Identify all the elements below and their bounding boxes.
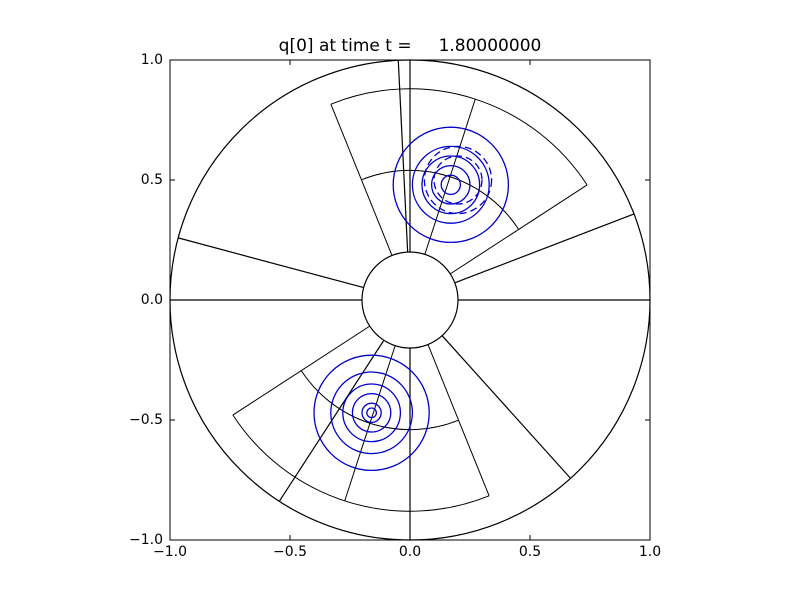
- sector-arc: [300, 370, 459, 431]
- sector-outer-arc: [330, 88, 588, 186]
- mesh-spoke: [397, 60, 409, 253]
- contour-line: [342, 383, 402, 443]
- y-tick-label: −1.0: [129, 532, 163, 548]
- y-tick-label: 1.0: [141, 52, 163, 68]
- mesh-spoke: [441, 335, 572, 479]
- chart-title: q[0] at time t = 1.80000000: [279, 36, 542, 56]
- contour-line: [313, 354, 430, 472]
- contour-line: [440, 174, 462, 196]
- x-tick-label: −0.5: [273, 544, 307, 560]
- sector-arc: [361, 169, 520, 230]
- contour-line: [366, 407, 378, 419]
- contour-line: [430, 164, 471, 205]
- mesh-spoke: [454, 213, 635, 284]
- x-tick-label: −1.0: [153, 544, 187, 560]
- x-tick-label: 1.0: [639, 544, 661, 560]
- mesh-spoke: [178, 237, 364, 289]
- contour-line: [392, 126, 510, 244]
- contour-line: [411, 145, 490, 224]
- y-tick-label: 0.5: [141, 172, 163, 188]
- contour-line: [330, 371, 414, 455]
- y-tick-label: 0.0: [141, 292, 163, 308]
- y-tick-label: −0.5: [129, 412, 163, 428]
- contour-line: [421, 155, 481, 215]
- contour-line: [361, 402, 382, 424]
- sector-outer-arc: [232, 414, 490, 512]
- contour-line: [423, 145, 493, 215]
- x-tick-label: 0.0: [399, 544, 421, 560]
- contour-line: [433, 155, 483, 205]
- x-tick-label: 0.5: [519, 544, 541, 560]
- contour-line: [351, 392, 392, 433]
